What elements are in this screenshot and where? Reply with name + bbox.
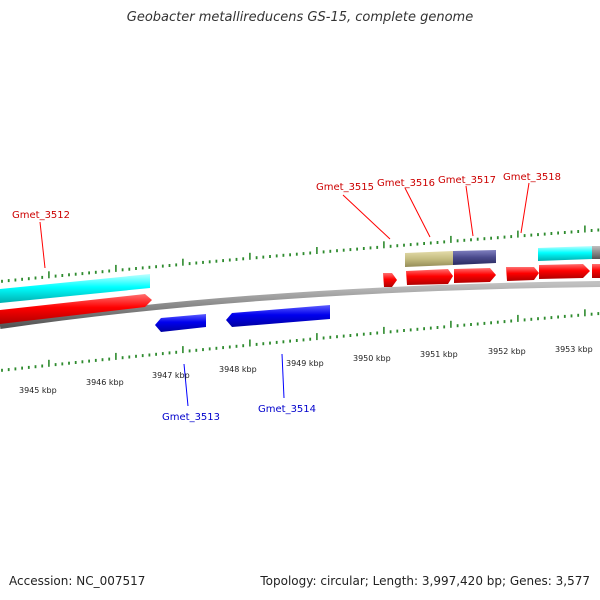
gmet-3515-leader bbox=[342, 194, 391, 240]
gmet-3514-leader bbox=[281, 353, 285, 399]
scale-label-3945: 3945 kbp bbox=[19, 386, 57, 395]
gene-label-gmet-3515[interactable]: Gmet_3515 bbox=[316, 182, 374, 193]
gmet-3513-leader bbox=[183, 363, 189, 407]
gmet-3517-leader bbox=[465, 185, 474, 237]
cds-gmet-3518-arrow[interactable] bbox=[506, 267, 539, 281]
genome-backbone bbox=[0, 281, 600, 329]
scale-label-3953: 3953 kbp bbox=[555, 345, 593, 354]
topology-text: Topology: circular; Length: 3,997,420 bp… bbox=[260, 574, 590, 588]
scale-label-3951: 3951 kbp bbox=[420, 350, 458, 359]
feature-grey-right[interactable] bbox=[592, 246, 600, 259]
gene-label-gmet-3517[interactable]: Gmet_3517 bbox=[438, 175, 496, 186]
feature-slate[interactable] bbox=[453, 250, 496, 265]
accession-text: Accession: NC_007517 bbox=[9, 574, 146, 588]
cds-gmet-3512-arrow[interactable] bbox=[0, 294, 152, 324]
feature-cyan-left[interactable] bbox=[0, 274, 150, 303]
cds-gmet-3514-arrow[interactable] bbox=[226, 305, 330, 327]
map-title: Geobacter metallireducens GS-15, complet… bbox=[126, 10, 474, 25]
scale-label-3950: 3950 kbp bbox=[353, 354, 391, 363]
cds-gmet-3517-arrow[interactable] bbox=[454, 268, 496, 283]
scale-label-3949: 3949 kbp bbox=[286, 359, 324, 368]
scale-label-3946: 3946 kbp bbox=[86, 378, 124, 387]
scale-label-3947: 3947 kbp bbox=[152, 371, 190, 380]
cds-gmet-3516-arrow[interactable] bbox=[406, 269, 453, 285]
cds-gmet-3515-arrow[interactable] bbox=[383, 273, 397, 287]
gmet-3512-leader bbox=[39, 221, 46, 269]
outer-tick-row bbox=[1, 225, 600, 283]
gene-label-gmet-3513[interactable]: Gmet_3513 bbox=[162, 412, 220, 423]
cds-edge-arrow[interactable] bbox=[592, 264, 600, 278]
cds-gmet-3513-arrow[interactable] bbox=[155, 314, 206, 332]
gmet-3516-leader bbox=[404, 187, 431, 238]
feature-khaki[interactable] bbox=[405, 251, 453, 267]
scale-label-3952: 3952 kbp bbox=[488, 347, 526, 356]
inner-tick-row bbox=[1, 309, 600, 372]
gene-label-gmet-3516[interactable]: Gmet_3516 bbox=[377, 178, 435, 189]
feature-cyan-right[interactable] bbox=[538, 246, 592, 261]
gene-label-gmet-3514[interactable]: Gmet_3514 bbox=[258, 404, 316, 415]
scale-label-3948: 3948 kbp bbox=[219, 365, 257, 374]
gene-label-gmet-3518[interactable]: Gmet_3518 bbox=[503, 172, 561, 183]
gmet-3518-leader bbox=[520, 182, 530, 234]
cds-next-arrow[interactable] bbox=[539, 264, 590, 279]
gene-label-gmet-3512[interactable]: Gmet_3512 bbox=[12, 210, 70, 221]
